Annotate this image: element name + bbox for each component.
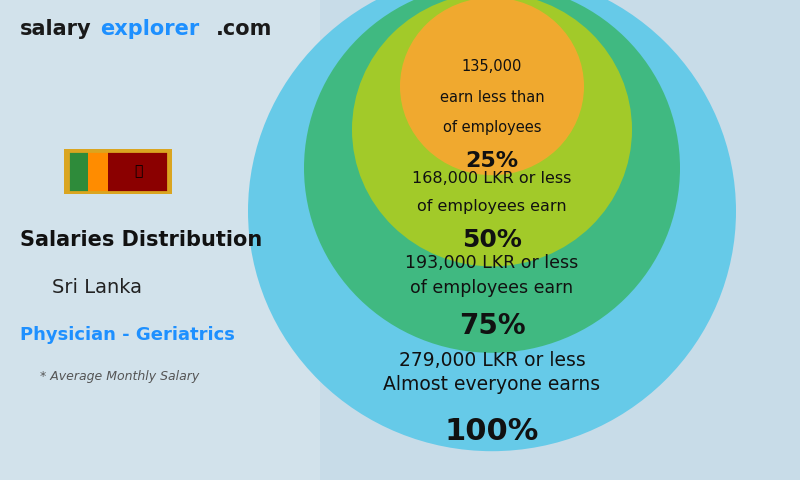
Text: 🦁: 🦁 — [134, 165, 142, 179]
FancyBboxPatch shape — [64, 149, 172, 194]
Text: 193,000 LKR or less: 193,000 LKR or less — [406, 253, 578, 272]
Bar — [68, 151, 88, 192]
Bar — [108, 151, 168, 192]
Text: 50%: 50% — [462, 228, 522, 252]
Ellipse shape — [400, 0, 584, 175]
Text: salary: salary — [20, 19, 92, 39]
Text: earn less than: earn less than — [440, 90, 544, 105]
Text: 25%: 25% — [466, 151, 518, 171]
Text: 135,000: 135,000 — [462, 60, 522, 74]
Text: 279,000 LKR or less: 279,000 LKR or less — [398, 351, 586, 370]
Ellipse shape — [352, 0, 632, 266]
Text: * Average Monthly Salary: * Average Monthly Salary — [40, 370, 199, 383]
Bar — [88, 151, 108, 192]
Bar — [0, 0, 320, 480]
Text: Sri Lanka: Sri Lanka — [52, 278, 142, 298]
Text: of employees earn: of employees earn — [417, 199, 567, 214]
Text: .com: .com — [216, 19, 272, 39]
Text: Almost everyone earns: Almost everyone earns — [383, 374, 601, 394]
Ellipse shape — [248, 0, 736, 451]
Text: of employees: of employees — [442, 120, 542, 135]
Text: explorer: explorer — [100, 19, 199, 39]
Text: Physician - Geriatrics: Physician - Geriatrics — [20, 326, 235, 345]
Bar — [68, 151, 168, 192]
Text: 100%: 100% — [445, 418, 539, 446]
Text: 168,000 LKR or less: 168,000 LKR or less — [412, 171, 572, 186]
Text: 75%: 75% — [458, 312, 526, 340]
Text: Salaries Distribution: Salaries Distribution — [20, 230, 262, 251]
Text: of employees earn: of employees earn — [410, 279, 574, 297]
Ellipse shape — [304, 0, 680, 353]
